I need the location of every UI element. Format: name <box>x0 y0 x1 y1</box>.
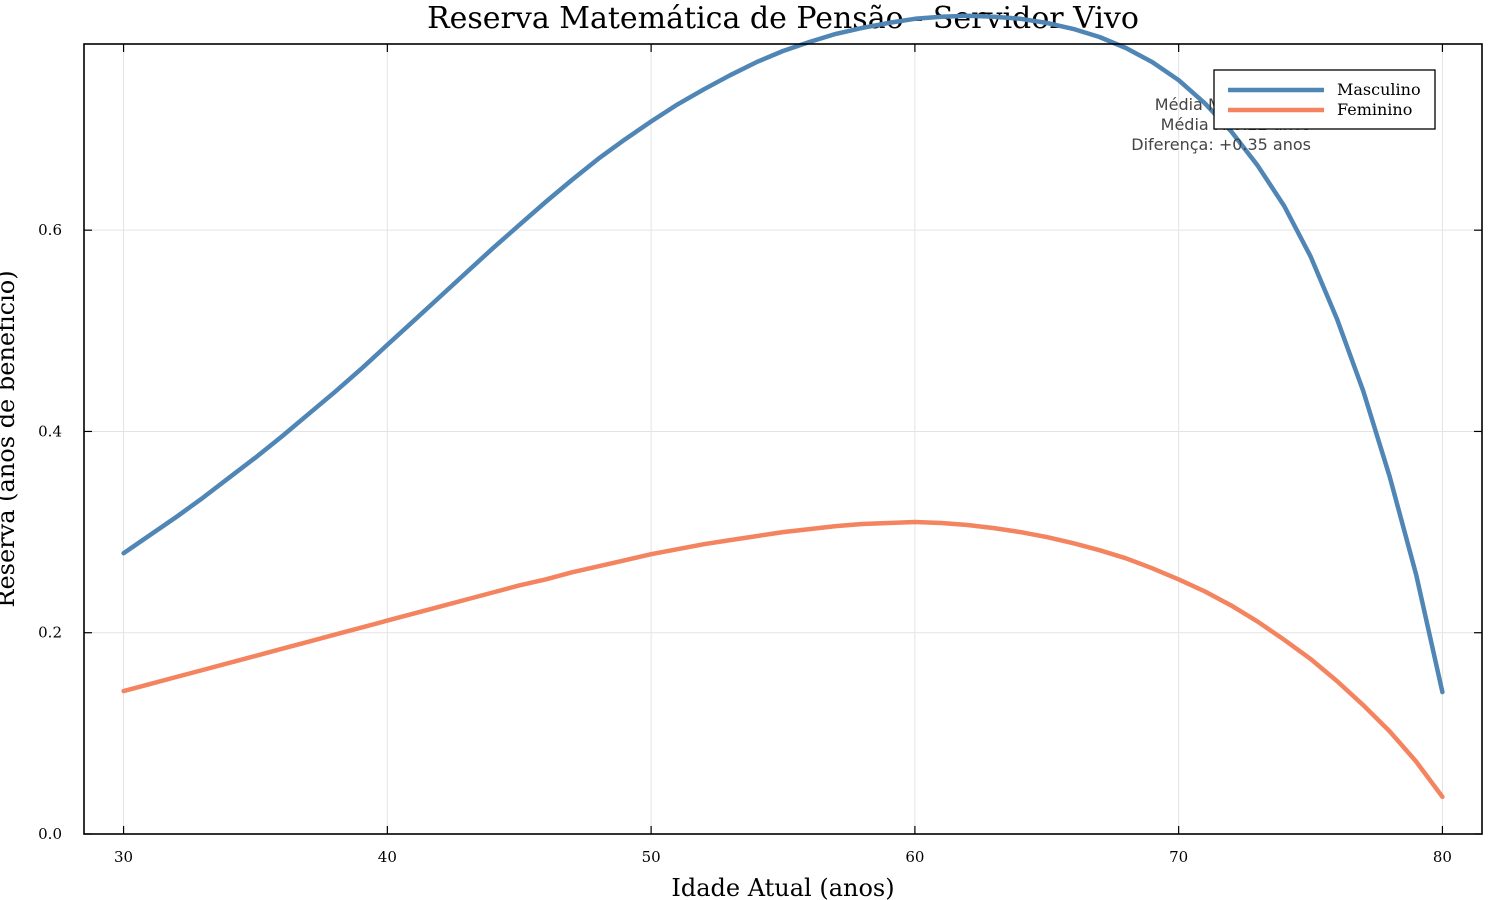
legend-label: Masculino <box>1337 80 1421 99</box>
y-tick-label: 0.2 <box>38 624 62 642</box>
y-tick-label: 0.0 <box>38 825 62 843</box>
annotation-text: Diferença: +0.35 anos <box>1131 135 1311 154</box>
series-line-feminino <box>121 519 1445 800</box>
x-axis-label: Idade Atual (anos) <box>671 874 894 900</box>
axis-ticks: 30 40 50 60 70 80 0.0 0.2 0.4 0.6 <box>38 44 1482 866</box>
x-tick-label: 70 <box>1169 848 1188 866</box>
x-tick-label: 30 <box>114 848 133 866</box>
plot-frame <box>83 43 1483 835</box>
y-axis-label: Reserva (anos de benefício) <box>0 270 20 607</box>
legend-label: Feminino <box>1337 100 1412 119</box>
x-tick-label: 60 <box>905 848 924 866</box>
x-tick-label: 50 <box>642 848 661 866</box>
grid <box>84 44 1482 835</box>
x-tick-label: 40 <box>378 848 397 866</box>
y-tick-label: 0.4 <box>38 422 62 440</box>
legend-box <box>1213 69 1436 130</box>
x-tick-label: 80 <box>1433 848 1452 866</box>
y-tick-label: 0.6 <box>38 221 62 239</box>
